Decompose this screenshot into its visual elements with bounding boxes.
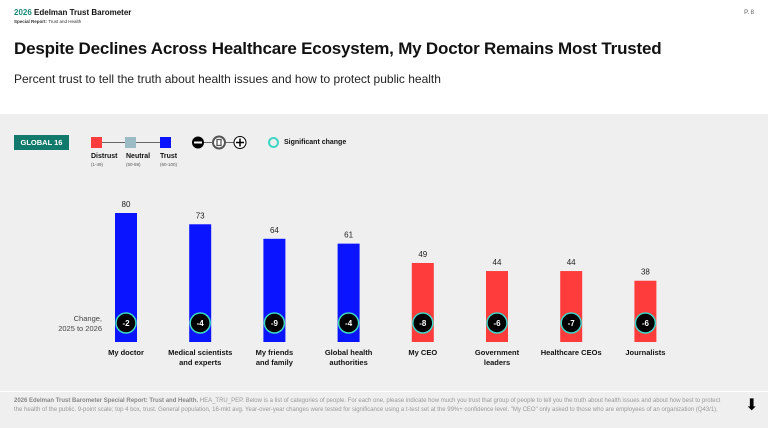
neutral-range: (50-59): [126, 162, 141, 167]
category-label: Healthcare CEOs: [541, 348, 602, 357]
change-circle: [337, 312, 360, 334]
category-label: leaders: [484, 358, 510, 367]
change-circle: [115, 312, 137, 334]
category-label: My friends: [256, 348, 294, 357]
change-circle: [263, 312, 286, 334]
footer-divider: [0, 391, 768, 392]
page-subtitle: Percent trust to tell the truth about he…: [14, 72, 441, 86]
sub-rest: Trust and Health: [48, 19, 82, 24]
category-label: and experts: [179, 358, 221, 367]
distrust-swatch: [91, 137, 102, 148]
change-circle: [412, 312, 434, 334]
trust-range: (60-100): [160, 162, 178, 167]
report-subtitle: Special Report: Trust and Health: [14, 19, 81, 25]
data-label: 73: [196, 211, 205, 220]
change-value: -6: [493, 319, 501, 328]
data-label: 49: [418, 250, 427, 259]
data-label: 80: [122, 200, 131, 209]
neutral-swatch: [125, 137, 136, 148]
data-label: 44: [493, 258, 502, 267]
distrust-range: (1-49): [91, 162, 104, 167]
page-title: Despite Declines Across Healthcare Ecosy…: [14, 39, 662, 58]
significant-change-icon: [268, 137, 279, 148]
trust-swatch: [160, 137, 171, 148]
data-label: 38: [641, 268, 650, 277]
bar: [115, 213, 137, 342]
significant-label: Significant change: [284, 139, 347, 146]
distrust-label: Distrust: [91, 153, 118, 160]
change-value: -7: [568, 319, 576, 328]
change-label-text: Change, 2025 to 2026: [58, 314, 102, 333]
sub-bold: Special Report:: [14, 19, 48, 24]
data-label: 61: [344, 231, 353, 240]
brand-name: Edelman Trust Barometer: [34, 8, 132, 17]
change-value: -4: [345, 319, 353, 328]
category-label: Medical scientists: [168, 348, 232, 357]
change-value: -6: [642, 319, 650, 328]
bar: [189, 224, 212, 342]
change-label: Change, 2025 to 2026: [40, 314, 102, 334]
category-label: Government: [475, 348, 520, 357]
category-label: and family: [256, 358, 294, 367]
change-circle: [634, 312, 657, 334]
brand-year: 2026: [14, 8, 32, 17]
category-label: My CEO: [408, 348, 437, 357]
brand: 2026 Edelman Trust Barometer: [14, 8, 131, 18]
change-value: -8: [419, 319, 427, 328]
trust-label: Trust: [160, 153, 178, 160]
change-circle: [560, 312, 582, 334]
data-label: 64: [270, 226, 279, 235]
change-value: -9: [271, 319, 279, 328]
zero-icon: [212, 135, 226, 150]
data-label: 44: [567, 258, 576, 267]
category-label: My doctor: [108, 348, 144, 357]
neutral-label: Neutral: [126, 153, 151, 160]
category-label: Journalists: [625, 348, 665, 357]
footnote-bold: 2026 Edelman Trust Barometer Special Rep…: [14, 398, 199, 404]
next-arrow-icon[interactable]: ⬇: [745, 397, 759, 414]
change-circle: [486, 312, 508, 334]
footnote: 2026 Edelman Trust Barometer Special Rep…: [14, 397, 729, 415]
change-circle: [189, 312, 211, 334]
page-number: P. 8: [744, 10, 754, 16]
footnote-text: HEA_TRU_PEP. Below is a list of categori…: [14, 398, 721, 413]
category-label: authorities: [329, 358, 367, 367]
global-badge: GLOBAL 16: [14, 135, 69, 150]
change-scale-icon: [192, 135, 247, 150]
category-label: Global health: [325, 348, 373, 357]
change-value: -2: [122, 319, 130, 328]
change-value: -4: [197, 319, 205, 328]
